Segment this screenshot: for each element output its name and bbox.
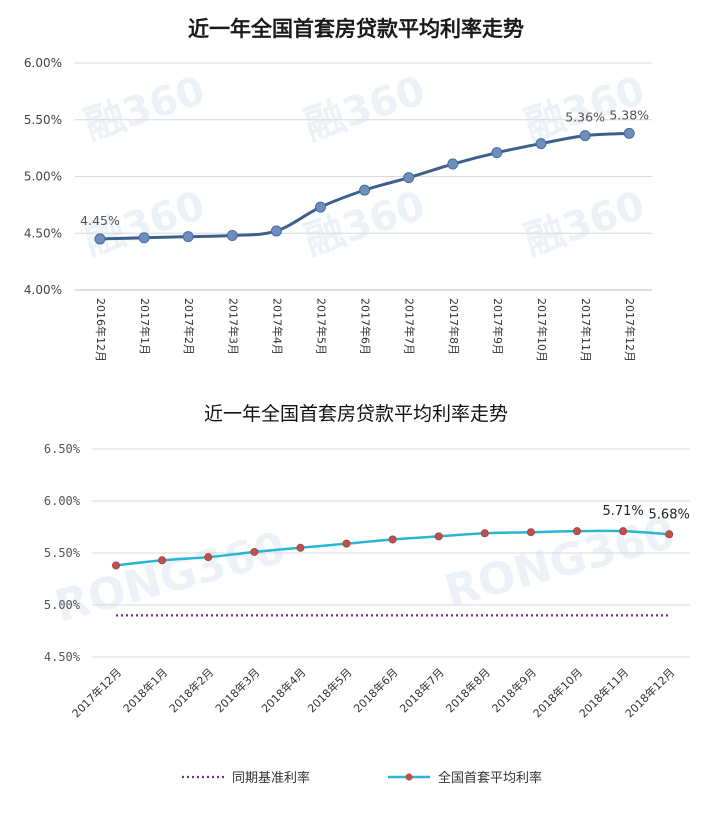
x-tick-label: 2018年4月 [258, 665, 308, 715]
watermark-text: RONG360 [50, 522, 291, 632]
data-point [94, 233, 106, 245]
data-point [182, 231, 194, 243]
x-tick-label: 2018年6月 [351, 665, 401, 715]
data-point [535, 138, 547, 150]
y-tick-label: 4.50% [24, 226, 62, 240]
x-tick-label: 2017年12月 [69, 665, 124, 720]
x-tick-label: 2018年8月 [443, 665, 493, 715]
legend-marker-average [405, 773, 413, 781]
chart-title: 近一年全国首套房贷款平均利率走势 [204, 403, 508, 425]
data-label: 4.45% [80, 213, 120, 228]
watermark-text: RONG360 [440, 507, 681, 617]
data-label: 5.71% [602, 504, 643, 519]
data-point [158, 556, 167, 565]
x-tick-label: 2018年9月 [489, 665, 539, 715]
x-tick-label: 2018年1月 [120, 665, 170, 715]
x-tick-label: 2017年11月 [579, 298, 593, 362]
legend-label-average: 全国首套平均利率 [438, 770, 542, 786]
data-point [434, 532, 443, 541]
data-point [665, 530, 674, 539]
watermark-text: 融360 [299, 68, 431, 150]
x-tick-label: 2018年7月 [397, 665, 447, 715]
data-label: 5.38% [609, 107, 649, 122]
data-point [573, 527, 582, 536]
data-point [204, 553, 213, 562]
data-label: 5.68% [649, 507, 690, 522]
legend-label-baseline: 同期基准利率 [232, 770, 310, 786]
x-tick-label: 2018年2月 [166, 665, 216, 715]
x-tick-label: 2017年9月 [491, 298, 505, 355]
y-tick-label: 6.50% [44, 442, 81, 456]
x-tick-label: 2017年1月 [138, 298, 152, 355]
x-tick-label: 2017年8月 [447, 298, 461, 355]
data-point [619, 527, 628, 536]
chart-top: 融360 融360 融360 融360 融360 融360 近一年全国首套房贷款平均利率走势… [0, 0, 712, 392]
data-point [226, 230, 238, 242]
x-tick-label: 2017年10月 [535, 298, 549, 362]
chart-bottom-svg: RONG360 RONG360 近一年全国首套房贷款平均利率走势 4.50% 5.00%… [44, 403, 690, 786]
data-point [250, 547, 259, 556]
data-point [480, 529, 489, 538]
data-point [138, 232, 150, 244]
x-tick-label: 2017年12月 [623, 298, 637, 362]
data-point [342, 539, 351, 548]
y-tick-label: 5.50% [24, 113, 62, 127]
x-tick-label: 2016年12月 [94, 298, 108, 362]
x-tick-label: 2017年7月 [403, 298, 417, 355]
data-point [296, 543, 305, 552]
y-tick-label: 6.00% [24, 56, 62, 70]
x-tick-label: 2018年3月 [212, 665, 262, 715]
data-point [315, 201, 326, 213]
data-point [491, 147, 503, 159]
data-point [270, 225, 282, 237]
x-tick-label: 2017年3月 [226, 298, 240, 355]
watermark-text: 融360 [519, 183, 651, 265]
data-point [447, 158, 459, 170]
data-point [403, 172, 415, 184]
data-point [388, 535, 397, 544]
y-tick-label: 6.00% [44, 494, 81, 508]
y-tick-label: 5.00% [24, 170, 62, 184]
x-tick-label: 2017年6月 [359, 298, 373, 355]
x-tick-label: 2017年2月 [182, 298, 196, 355]
data-point [623, 127, 635, 139]
x-tick-label: 2017年4月 [270, 298, 284, 355]
y-tick-label: 5.50% [44, 546, 81, 560]
data-point [359, 184, 371, 196]
x-tick-label: 2018年5月 [304, 665, 354, 715]
x-tick-label: 2017年5月 [315, 298, 329, 355]
y-tick-label: 4.00% [24, 283, 62, 297]
data-point [112, 561, 121, 570]
y-tick-label: 4.50% [44, 650, 81, 664]
watermark-text: 融360 [79, 68, 211, 150]
chart-bottom: RONG360 RONG360 近一年全国首套房贷款平均利率走势 4.50% 5.00%… [0, 392, 712, 832]
x-tick-label: 2018年12月 [622, 665, 677, 720]
data-point [579, 130, 591, 142]
y-tick-label: 5.00% [44, 598, 81, 612]
data-label: 5.36% [565, 110, 605, 125]
chart-title: 近一年全国首套房贷款平均利率走势 [188, 16, 524, 41]
data-point [526, 528, 535, 537]
